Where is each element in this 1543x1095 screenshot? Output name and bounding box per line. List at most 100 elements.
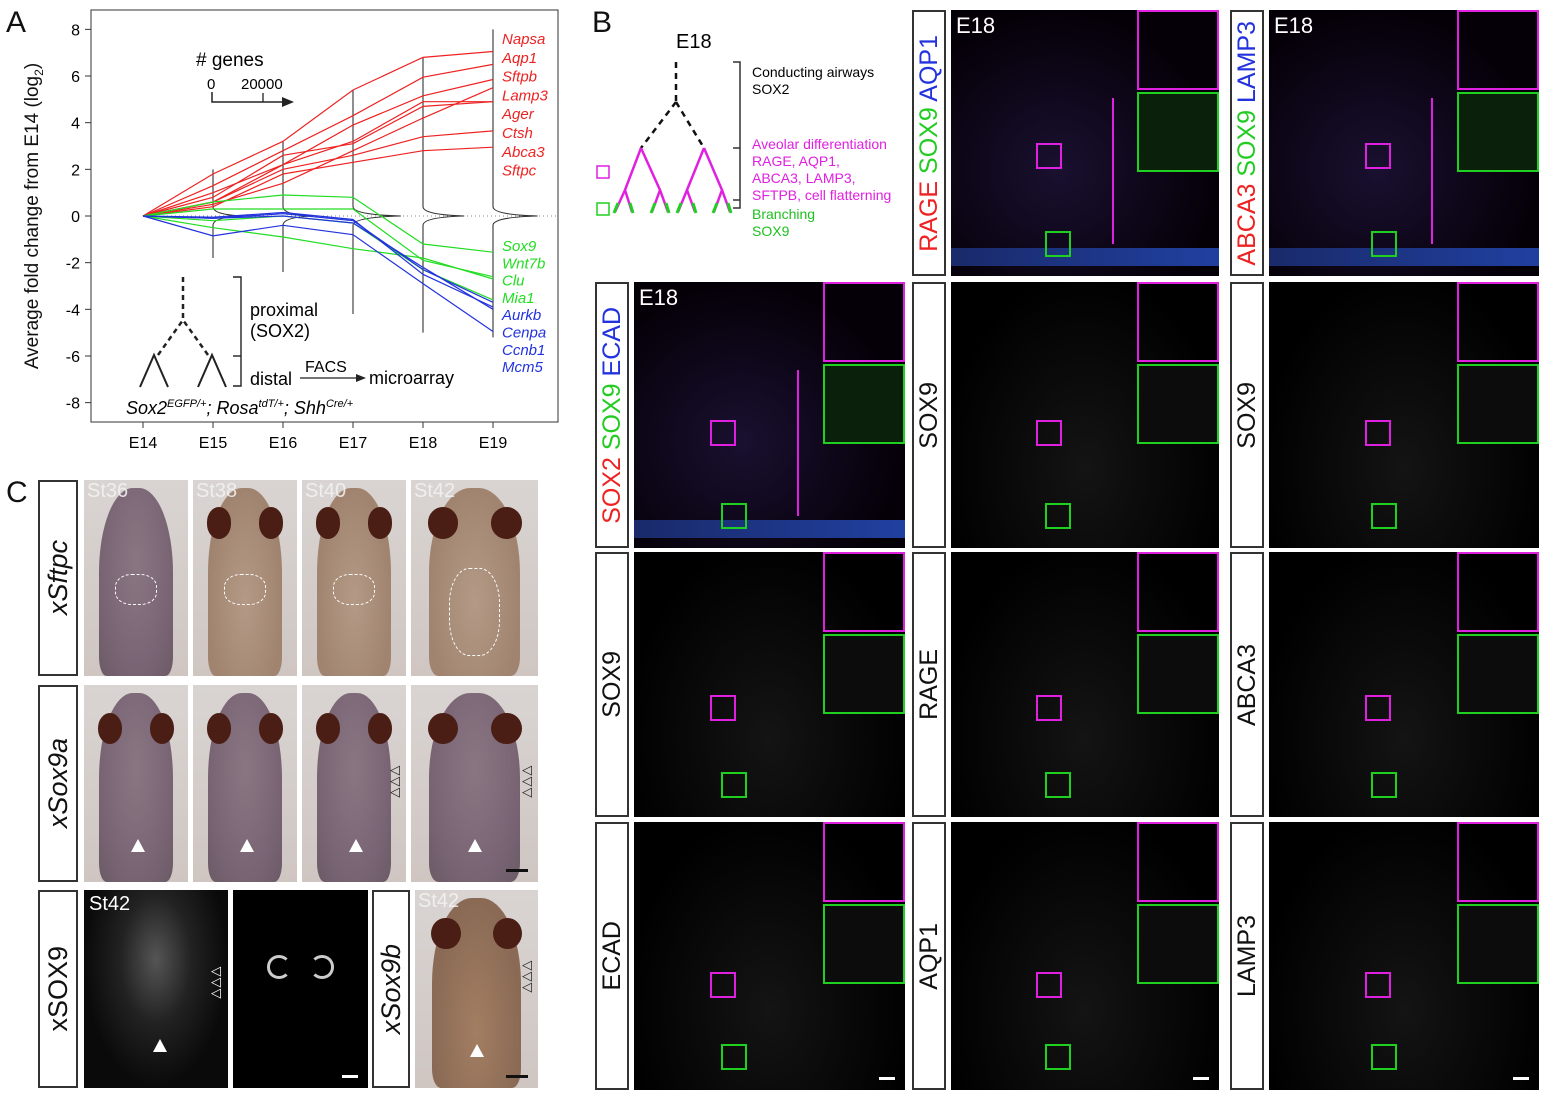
stain-name: LAMP3 [1232,915,1261,997]
series-line-Sox9 [142,194,494,253]
y-tick-label: -6 [66,349,80,366]
arrowhead-icon [153,1038,168,1052]
series-label: Mia1 [502,290,535,307]
branching-tips [612,202,733,214]
green-inset [1137,904,1219,984]
series-label: Wnt7b [502,255,545,272]
stain-name: SOX9 [597,383,626,457]
scale-bar [879,1077,895,1080]
green-inset [823,904,905,984]
hollow-arrowheads-icon: ◁ ◁ ◁ [211,963,221,1001]
scale-bar [1193,1077,1209,1080]
proximal-branches [156,317,210,356]
green-roi-box [1371,1044,1398,1071]
stain-name: SOX9 [1232,109,1261,184]
stain-label-c1r2: SOX2 SOX9 ECAD [595,282,629,548]
y-axis-label: Average fold change from E14 (log2) [22,62,46,370]
series-label: Napsa [502,31,545,48]
microarray-label: microarray [369,368,454,388]
stain-label-c2r1: RAGE SOX9 AQP1 [912,10,946,276]
green-inset [1137,92,1219,172]
green-inset [1457,92,1539,172]
magenta-roi-box [1036,420,1063,447]
density-curve-E16 [282,141,313,272]
timepoint-label: E18 [1274,13,1314,38]
x-tick-label: E14 [129,435,158,452]
x-tick-label: E16 [269,435,298,452]
scale-bar [506,869,528,872]
probe-label-xSOX9: xSOX9 [38,890,78,1088]
distance-marker [796,369,799,517]
stage-label: St42 [418,890,460,912]
hollow-arrowheads-icon: ◁ ◁ ◁ [522,761,532,799]
green-roi-box [1044,771,1071,798]
genotype-label: Sox2EGFP/+; RosatdT/+; ShhCre/+ [126,398,354,418]
series-line-Napsa [142,50,494,217]
tadpole-image: St42 ◁ ◁ ◁ [415,890,538,1088]
stain-name: AQP1 [914,922,943,990]
micrograph-c1r3 [634,552,905,817]
series-line-Ctsh [142,101,494,217]
scale-bar [1513,1077,1529,1080]
series-label: Aqp1 [501,50,537,67]
magenta-inset [1137,822,1219,902]
series-line-Lamp3 [142,87,494,217]
green-roi-box [1044,502,1071,529]
arrow-icon [282,97,294,107]
lung-outline [115,574,157,606]
magenta-roi-box [709,695,736,722]
stain-name: SOX2 [597,456,626,524]
x-tick-label: E15 [199,435,228,452]
density-scale-tick: 0 [207,76,215,93]
y-tick-label: 6 [71,69,80,86]
y-tick-label: -4 [66,302,80,319]
diagram-title: E18 [676,31,712,53]
stain-label-c3r1: ABCA3 SOX9 LAMP3 [1230,10,1264,276]
tadpole-image: St42 [411,480,538,676]
xsox9-section [233,890,368,1088]
stain-name: ECAD [597,921,626,991]
stage-label: St40 [305,480,347,502]
x-tick-label: E19 [479,435,508,452]
stain-label-c3r2: SOX9 [1230,282,1264,548]
sox9-text: SOX9 [752,223,790,239]
stain-label-c2r2: SOX9 [912,282,946,548]
series-line-Aurkb [142,213,494,303]
green-inset [1137,364,1219,444]
distance-marker [1111,97,1114,245]
branching-diagram: E18 Conducting airways SOX2 Aveolar diff… [596,31,891,239]
x-tick-label: E18 [409,435,438,452]
green-inset [1457,364,1539,444]
series-label: Ager [501,106,535,123]
alveolar-text: Aveolar differentiation [752,136,887,152]
proximal-label: proximal [250,300,318,320]
y-tick-label: 0 [71,209,80,226]
series-line-Wnt7b [142,208,494,278]
series-line-Clu [142,215,494,280]
series-label: Abca3 [501,144,545,161]
stain-name: SOX9 [1232,381,1261,449]
conducting-airway-tree [640,62,706,149]
stain-name: ECAD [597,306,626,384]
series-label: Ctsh [502,125,533,142]
stain-label-c3r4: LAMP3 [1230,822,1264,1090]
magenta-roi-box [1364,695,1391,722]
y-tick-label: 2 [71,162,80,179]
distal-label: distal [250,369,292,389]
stage-label: St42 [89,893,131,915]
hollow-arrowheads-icon: ◁ ◁ ◁ [522,957,532,995]
series-label: Cenpa [502,325,546,342]
tadpole-image: St40 [302,480,406,676]
magenta-square-legend [596,165,610,179]
series-label: Ccnb1 [502,342,545,359]
magenta-inset [1137,552,1219,632]
density-scale-tick: 20000 [241,76,283,93]
series-label: Mcm5 [502,359,543,376]
magenta-roi-box [1364,143,1391,169]
timepoint-label: E18 [956,13,996,38]
micrograph-c2r3 [951,552,1219,817]
tadpole-image: St36 [84,480,188,676]
arrowhead-icon [468,838,483,852]
micrograph-c3r4 [1269,822,1539,1090]
distal-tip [197,352,227,388]
